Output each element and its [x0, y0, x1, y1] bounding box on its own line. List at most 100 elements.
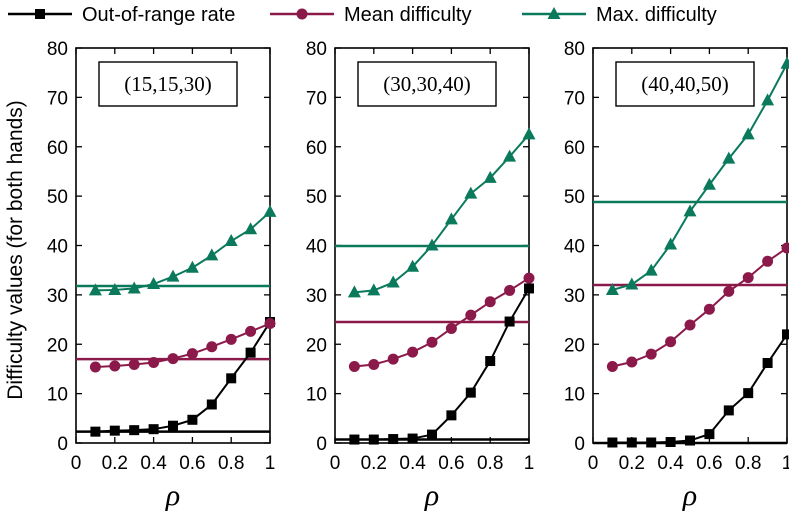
- data-point: [149, 424, 159, 434]
- x-tick-label: 0: [330, 453, 341, 474]
- data-point: [226, 334, 237, 345]
- legend: Out-of-range rate Mean difficulty Max. dif…: [8, 4, 717, 26]
- series-line: [95, 212, 270, 291]
- y-tick-label: 30: [47, 286, 68, 307]
- data-point: [90, 427, 100, 437]
- data-point: [626, 357, 637, 368]
- data-point: [723, 286, 734, 297]
- data-point: [666, 437, 676, 447]
- panel-title: (40,40,50): [641, 72, 729, 96]
- y-tick-label: 40: [306, 237, 327, 258]
- data-point: [446, 410, 456, 420]
- series-line: [354, 288, 529, 439]
- data-point: [207, 399, 217, 409]
- y-tick-label: 10: [306, 385, 327, 406]
- data-point: [206, 341, 217, 352]
- series: [607, 329, 789, 447]
- x-axis-label: ρ: [682, 479, 697, 511]
- data-point: [665, 336, 676, 347]
- x-tick-label: 1: [524, 453, 535, 474]
- x-tick-label: 0.6: [179, 453, 205, 474]
- series: [607, 242, 789, 372]
- y-tick-label: 70: [306, 88, 327, 109]
- x-tick-label: 1: [782, 453, 789, 474]
- data-point: [187, 348, 198, 359]
- series-line: [95, 322, 270, 432]
- data-point: [90, 361, 101, 372]
- y-tick-label: 50: [564, 187, 585, 208]
- data-point: [464, 187, 477, 199]
- y-tick-label: 60: [306, 138, 327, 159]
- data-point: [485, 356, 495, 366]
- data-point: [685, 319, 696, 330]
- panel-title: (30,30,40): [383, 72, 471, 96]
- y-tick-label: 10: [47, 385, 68, 406]
- data-point: [168, 353, 179, 364]
- data-point: [704, 429, 714, 439]
- legend-entry: Mean difficulty: [270, 4, 471, 26]
- x-axis-label: ρ: [424, 479, 439, 511]
- data-point: [524, 273, 535, 284]
- data-point: [246, 348, 256, 358]
- x-tick-label: 0.4: [657, 453, 684, 474]
- data-point: [186, 261, 199, 273]
- series: [90, 318, 276, 372]
- data-point: [110, 426, 120, 436]
- data-point: [205, 248, 218, 260]
- data-point: [743, 388, 753, 398]
- legend-label: Mean difficulty: [344, 4, 471, 26]
- data-point: [524, 283, 534, 293]
- x-tick-label: 0.4: [140, 453, 167, 474]
- x-tick-label: 0.8: [218, 453, 244, 474]
- data-point: [388, 434, 398, 444]
- data-point: [225, 234, 238, 246]
- data-point: [265, 318, 276, 329]
- y-tick-label: 50: [47, 187, 68, 208]
- data-point: [349, 361, 360, 372]
- y-tick-label: 60: [564, 138, 585, 159]
- x-tick-label: 0.8: [477, 453, 503, 474]
- y-tick-label: 40: [564, 237, 585, 258]
- y-tick-label: 20: [564, 335, 585, 356]
- data-point: [168, 421, 178, 431]
- panel-title: (15,15,30): [124, 72, 212, 96]
- data-point: [761, 93, 774, 105]
- data-point: [245, 326, 256, 337]
- x-tick-label: 0.2: [361, 453, 387, 474]
- legend-marker: [35, 9, 45, 19]
- data-point: [388, 354, 399, 365]
- data-point: [704, 304, 715, 315]
- y-tick-label: 80: [564, 39, 585, 60]
- legend-entry: Out-of-range rate: [8, 4, 235, 26]
- data-point: [763, 358, 773, 368]
- legend-marker: [297, 9, 308, 20]
- data-point: [148, 357, 159, 368]
- y-tick-label: 70: [564, 88, 585, 109]
- data-point: [646, 438, 656, 448]
- x-tick-label: 0.6: [696, 453, 722, 474]
- legend-label: Out-of-range rate: [82, 4, 235, 26]
- data-point: [368, 359, 379, 370]
- y-tick-label: 40: [47, 237, 68, 258]
- series-line: [612, 334, 787, 442]
- data-point: [523, 127, 536, 139]
- y-tick-label: 20: [47, 335, 68, 356]
- data-point: [781, 57, 789, 69]
- data-point: [762, 256, 773, 267]
- y-axis-label: Difficulty values (for both hands): [4, 100, 27, 400]
- plot-frame: [76, 48, 270, 443]
- data-point: [109, 360, 120, 371]
- x-tick-label: 0.2: [619, 453, 645, 474]
- data-point: [465, 310, 476, 321]
- data-point: [264, 205, 277, 217]
- data-point: [743, 272, 754, 283]
- legend-entry: Max. difficulty: [522, 4, 717, 26]
- y-tick-label: 30: [564, 286, 585, 307]
- series-line: [612, 248, 787, 367]
- data-point: [466, 388, 476, 398]
- x-tick-label: 0.4: [399, 453, 426, 474]
- x-tick-label: 0.8: [735, 453, 761, 474]
